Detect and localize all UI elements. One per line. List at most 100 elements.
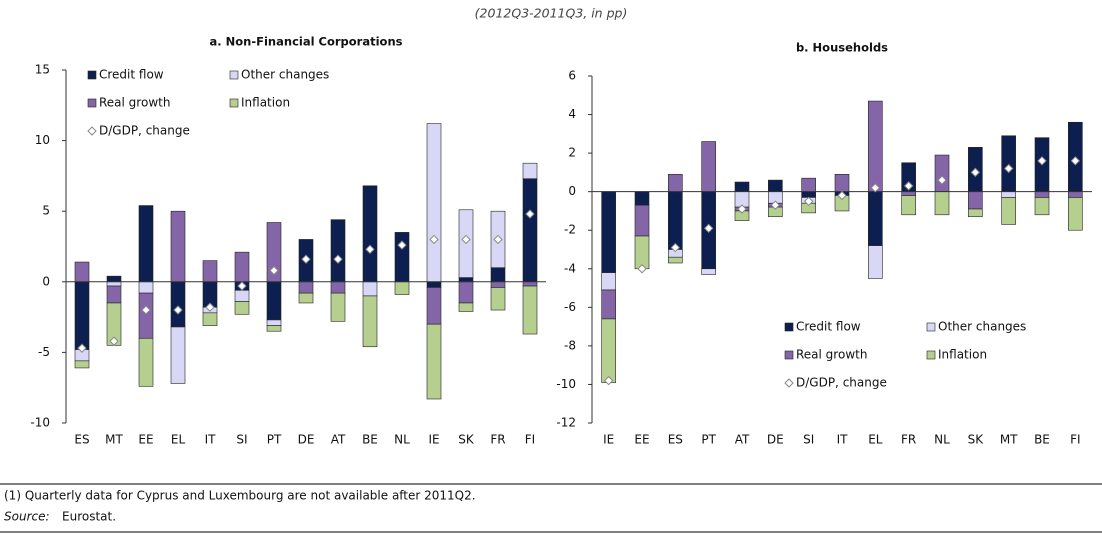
bar-segment bbox=[668, 191, 683, 250]
x-tick-label: IT bbox=[837, 433, 849, 447]
bar-segment bbox=[901, 195, 916, 216]
bar-segment bbox=[458, 302, 474, 312]
y-tick-label: -5 bbox=[38, 345, 50, 359]
marker bbox=[670, 242, 681, 253]
bar-segment bbox=[522, 162, 538, 180]
marker bbox=[903, 181, 914, 191]
marker bbox=[429, 234, 439, 245]
figure-subtitle: (2012Q3-2011Q3, in pp) bbox=[475, 6, 628, 21]
bar-segment bbox=[934, 154, 950, 192]
legend-swatch bbox=[229, 70, 239, 80]
y-tick-label: -4 bbox=[564, 261, 576, 275]
legend-label: Inflation bbox=[938, 348, 987, 362]
bar-segment bbox=[522, 281, 538, 287]
marker bbox=[173, 305, 183, 315]
chart-title: a. Non-Financial Corporations bbox=[210, 35, 403, 49]
x-tick-label: FI bbox=[1070, 433, 1080, 447]
bar-segment bbox=[170, 326, 186, 384]
bar-segment bbox=[490, 287, 506, 311]
bar-segment bbox=[601, 289, 616, 320]
x-tick-label: DE bbox=[298, 433, 315, 447]
legend-swatch bbox=[926, 322, 936, 332]
y-tick-label: 10 bbox=[35, 133, 50, 147]
bar-segment bbox=[138, 281, 154, 294]
marker bbox=[461, 234, 471, 245]
x-tick-label: IE bbox=[603, 433, 614, 447]
bar-segment bbox=[1001, 197, 1016, 225]
y-tick-label: -10 bbox=[30, 416, 50, 430]
bar-segment bbox=[634, 235, 650, 270]
bar-segment bbox=[768, 179, 783, 192]
chart-title: b. Households bbox=[796, 41, 888, 55]
bar-segment bbox=[170, 281, 186, 328]
marker bbox=[837, 190, 847, 201]
x-tick-label: FR bbox=[901, 433, 916, 447]
bar-segment bbox=[458, 281, 474, 304]
bar-segment bbox=[801, 177, 816, 192]
x-tick-label: IT bbox=[205, 433, 217, 447]
bar-segment bbox=[234, 289, 250, 302]
footnote: (1) Quarterly data for Cyprus and Luxemb… bbox=[4, 489, 476, 503]
bar-segment bbox=[968, 191, 983, 210]
legend-marker bbox=[87, 126, 97, 136]
x-tick-label: ES bbox=[74, 433, 89, 447]
x-tick-label: NL bbox=[394, 433, 410, 447]
bar-segment bbox=[362, 185, 378, 283]
legend-marker bbox=[784, 378, 794, 388]
bar-segment bbox=[138, 292, 154, 339]
x-tick-label: BE bbox=[362, 433, 378, 447]
x-tick-label: AT bbox=[331, 433, 346, 447]
bar-segment bbox=[868, 245, 883, 279]
bar-segment bbox=[868, 100, 883, 192]
marker bbox=[937, 175, 947, 185]
bar-segment bbox=[330, 281, 346, 294]
x-tick-label: EE bbox=[634, 433, 649, 447]
legend-label: D/GDP, change bbox=[796, 376, 887, 390]
marker bbox=[77, 343, 87, 353]
bar-segment bbox=[901, 191, 916, 196]
x-tick-label: MT bbox=[105, 433, 123, 447]
x-tick-label: EE bbox=[138, 433, 153, 447]
x-tick-label: BE bbox=[1034, 433, 1050, 447]
x-tick-label: SK bbox=[968, 433, 985, 447]
x-tick-label: IE bbox=[428, 433, 439, 447]
x-tick-label: PT bbox=[267, 433, 282, 447]
marker bbox=[205, 302, 215, 312]
bar-segment bbox=[426, 281, 442, 288]
legend-swatch bbox=[229, 98, 239, 108]
x-tick-label: PT bbox=[701, 433, 716, 447]
marker bbox=[1037, 156, 1047, 166]
legend-swatch bbox=[87, 70, 97, 80]
bar-segment bbox=[298, 281, 314, 294]
marker bbox=[603, 375, 614, 386]
y-tick-label: 0 bbox=[42, 274, 50, 288]
y-tick-label: 4 bbox=[568, 107, 576, 121]
y-tick-label: -12 bbox=[556, 416, 576, 430]
marker bbox=[141, 305, 151, 315]
bar-segment bbox=[106, 281, 122, 287]
bar-segment bbox=[701, 141, 716, 192]
bar-segment bbox=[1001, 135, 1016, 192]
x-tick-label: ES bbox=[668, 433, 683, 447]
legend-label: Real growth bbox=[796, 348, 867, 362]
marker bbox=[493, 234, 503, 245]
y-tick-label: 0 bbox=[568, 184, 576, 198]
bar-segment bbox=[426, 287, 442, 325]
bar-segment bbox=[202, 312, 218, 326]
bar-segment bbox=[266, 281, 282, 321]
bar-segment bbox=[362, 281, 378, 297]
bar-segment bbox=[74, 360, 90, 369]
bar-segment bbox=[1034, 197, 1050, 216]
legend-swatch bbox=[926, 350, 936, 360]
marker bbox=[637, 264, 647, 274]
marker bbox=[269, 265, 279, 276]
bar-segment bbox=[668, 174, 683, 192]
legend-swatch bbox=[784, 322, 794, 332]
x-tick-label: DE bbox=[767, 433, 784, 447]
bar-segment bbox=[1068, 197, 1083, 231]
bar-segment bbox=[968, 208, 983, 218]
marker bbox=[803, 196, 814, 207]
bar-segment bbox=[801, 191, 816, 198]
bar-segment bbox=[1034, 191, 1050, 198]
x-tick-label: SI bbox=[236, 433, 247, 447]
